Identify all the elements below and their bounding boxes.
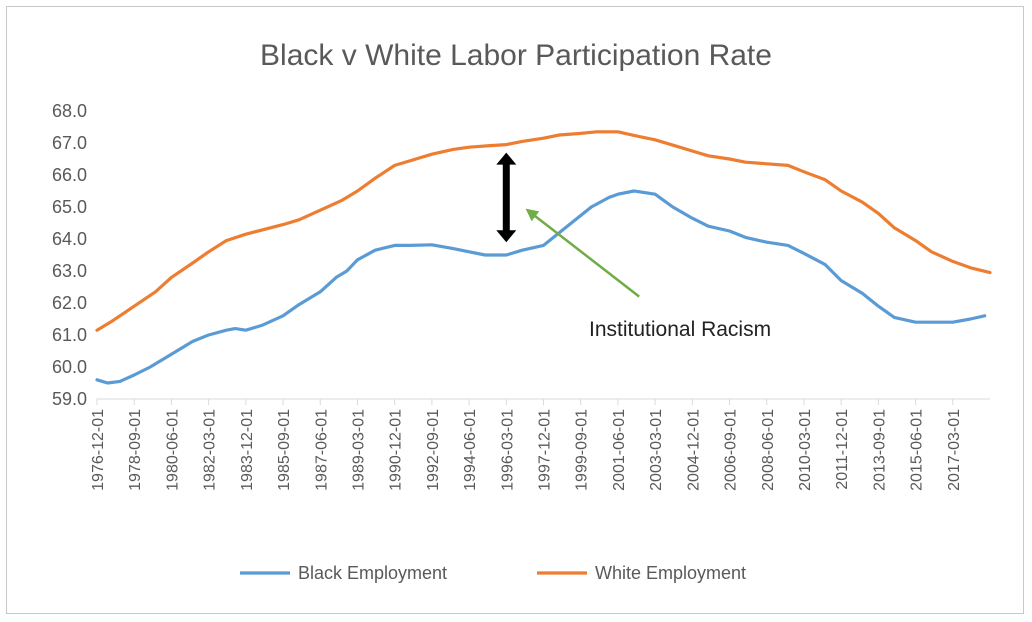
x-tick-label: 2010-03-01 [797, 409, 814, 491]
x-tick-label: 2015-06-01 [909, 409, 926, 491]
x-tick-label: 1987-06-01 [313, 409, 330, 491]
series-line-black-employment [95, 189, 987, 385]
y-axis-ticks: 59.0 60.0 61.0 62.0 63.0 64.0 65.0 66.0 67.0 68.0 [52, 101, 87, 409]
x-tick-label: 1989-03-01 [350, 409, 367, 491]
y-tick-label: 61.0 [52, 325, 87, 345]
x-tick-label: 2011-12-01 [834, 409, 851, 490]
x-tick-label: 2003-03-01 [648, 409, 665, 491]
x-tick-label: 1999-09-01 [574, 409, 591, 491]
x-tick-label: 1990-12-01 [388, 409, 405, 491]
y-tick-label: 64.0 [52, 229, 87, 249]
gap-double-arrow-head-top [496, 152, 517, 165]
legend-label: Black Employment [298, 563, 447, 583]
x-tick-label: 1992-09-01 [425, 409, 442, 491]
chart-title: Black v White Labor Participation Rate [260, 39, 772, 72]
y-tick-label: 59.0 [52, 389, 87, 409]
x-tick-label: 2001-06-01 [611, 409, 628, 491]
x-tick-label: 2008-06-01 [760, 409, 777, 491]
x-tick-label: 1994-06-01 [462, 409, 479, 491]
y-tick-label: 63.0 [52, 261, 87, 281]
series-line-white-employment [95, 130, 992, 332]
x-tick-label: 1997-12-01 [537, 409, 554, 491]
x-tick-label: 1978-09-01 [127, 409, 144, 491]
legend: Black Employment White Employment [240, 563, 746, 583]
x-tick-label: 1985-09-01 [276, 409, 293, 491]
y-tick-label: 67.0 [52, 133, 87, 153]
x-tick-label: 1982-03-01 [202, 409, 219, 491]
legend-label: White Employment [595, 563, 746, 583]
x-tick-label: 1976-12-01 [90, 409, 107, 491]
chart-frame: Black v White Labor Participation Rate 5… [6, 6, 1024, 614]
x-tick-label: 2004-12-01 [685, 409, 702, 491]
y-tick-label: 66.0 [52, 165, 87, 185]
y-tick-label: 60.0 [52, 357, 87, 377]
annotation-arrow-green [525, 208, 640, 298]
y-tick-label: 68.0 [52, 101, 87, 121]
y-tick-label: 62.0 [52, 293, 87, 313]
x-tick-label: 2017-03-01 [946, 409, 963, 491]
y-tick-label: 65.0 [52, 197, 87, 217]
x-tick-label: 1983-12-01 [239, 409, 256, 491]
x-tick-label: 2013-09-01 [871, 409, 888, 491]
series-layer [95, 130, 992, 385]
gap-double-arrow-head-bottom [496, 230, 517, 243]
line-chart: Black v White Labor Participation Rate 5… [52, 39, 992, 583]
x-axis: 1976-12-01 1978-09-01 1980-06-01 1982-03-01… [90, 398, 990, 491]
x-tick-label: 1980-06-01 [164, 409, 181, 491]
annotation-label: Institutional Racism [589, 318, 771, 341]
annotation-layer: Institutional Racism [496, 152, 771, 341]
x-tick-label: 2006-09-01 [723, 409, 740, 491]
x-tick-label: 1996-03-01 [499, 409, 516, 491]
